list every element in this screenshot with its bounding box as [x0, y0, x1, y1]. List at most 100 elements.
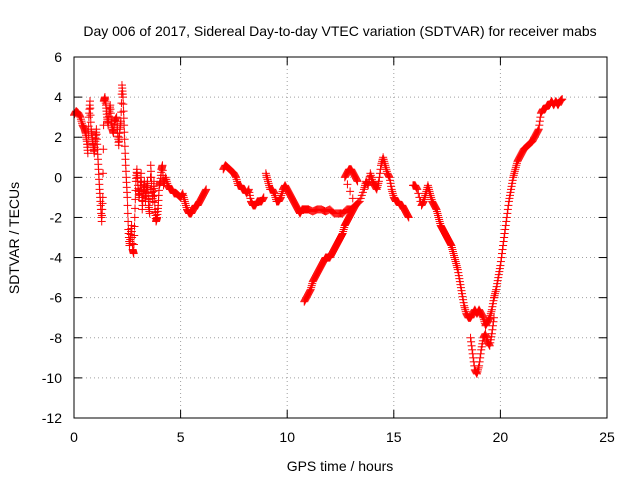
data-point — [264, 177, 273, 186]
data-point — [352, 175, 361, 184]
data-point — [258, 195, 267, 204]
y-tick-label: -8 — [50, 330, 63, 346]
data-point — [452, 259, 461, 268]
data-point — [420, 195, 429, 204]
data-point — [499, 237, 508, 246]
data-point — [308, 207, 317, 216]
x-tick-label: 15 — [386, 429, 402, 445]
data-point — [373, 181, 382, 190]
data-point — [309, 206, 318, 215]
data-point — [353, 177, 362, 186]
data-point — [277, 189, 286, 198]
y-tick-label: -2 — [50, 209, 63, 225]
data-point — [502, 213, 511, 222]
data-point — [339, 225, 348, 234]
data-point — [473, 367, 482, 376]
data-point — [467, 341, 476, 350]
data-point — [130, 222, 139, 231]
data-point — [178, 189, 187, 198]
data-point — [264, 179, 273, 188]
data-point — [375, 173, 384, 182]
data-point — [491, 289, 500, 298]
data-point — [324, 205, 333, 214]
data-point — [403, 211, 412, 220]
data-point — [433, 209, 442, 218]
data-point — [366, 169, 375, 178]
data-point — [123, 201, 132, 210]
data-point — [233, 177, 242, 186]
data-point — [337, 231, 346, 240]
data-point — [343, 180, 352, 189]
data-point — [487, 329, 496, 338]
data-point — [448, 247, 457, 256]
data-point — [162, 177, 171, 186]
data-point — [484, 315, 493, 324]
y-tick-label: 0 — [54, 169, 62, 185]
chart-title: Day 006 of 2017, Sidereal Day-to-day VTE… — [83, 23, 596, 39]
data-point — [322, 206, 331, 215]
data-point — [276, 193, 285, 202]
data-point — [384, 171, 393, 180]
data-point — [201, 186, 210, 195]
data-point — [306, 285, 315, 294]
data-point — [467, 337, 476, 346]
data-point — [469, 353, 478, 362]
data-point — [557, 95, 566, 104]
data-point — [380, 159, 389, 168]
data-point — [372, 185, 381, 194]
data-point — [413, 185, 422, 194]
data-point — [329, 208, 338, 217]
data-point — [261, 169, 270, 178]
data-point — [259, 194, 268, 203]
data-point — [557, 96, 566, 105]
data-point — [496, 257, 505, 266]
data-point — [99, 145, 108, 154]
y-tick-label: -6 — [50, 290, 63, 306]
data-point — [534, 126, 543, 135]
data-point — [123, 193, 132, 202]
data-point — [232, 175, 241, 184]
data-point — [534, 125, 543, 134]
data-point — [119, 114, 128, 123]
data-point — [486, 309, 495, 318]
data-point — [124, 217, 133, 226]
data-point — [179, 193, 188, 202]
data-point — [412, 183, 421, 192]
data-point — [432, 207, 441, 216]
data-point — [435, 215, 444, 224]
data-point — [426, 191, 435, 200]
data-point — [501, 225, 510, 234]
data-point — [351, 201, 360, 210]
data-point — [448, 245, 457, 254]
data-point — [374, 177, 383, 186]
y-tick-label: -12 — [42, 410, 62, 426]
data-point — [382, 165, 391, 174]
data-point — [432, 205, 441, 214]
data-point — [341, 206, 350, 215]
data-point — [180, 197, 189, 206]
data-point — [367, 173, 376, 182]
data-point — [230, 171, 239, 180]
data-point — [501, 221, 510, 230]
data-point — [490, 313, 499, 322]
data-point — [201, 187, 210, 196]
data-point — [76, 115, 85, 124]
data-point — [307, 281, 316, 290]
data-point — [449, 249, 458, 258]
data-point — [500, 233, 509, 242]
data-point — [129, 249, 138, 258]
data-point — [76, 113, 85, 122]
data-point — [269, 187, 278, 196]
data-point — [77, 117, 86, 126]
data-point — [85, 97, 94, 106]
data-point — [310, 206, 319, 215]
data-point — [123, 209, 132, 218]
data-point — [243, 187, 252, 196]
data-point — [86, 111, 95, 120]
data-point — [474, 363, 483, 372]
data-point — [244, 186, 253, 195]
data-point — [446, 239, 455, 248]
data-point — [98, 193, 107, 202]
data-point — [117, 99, 126, 108]
